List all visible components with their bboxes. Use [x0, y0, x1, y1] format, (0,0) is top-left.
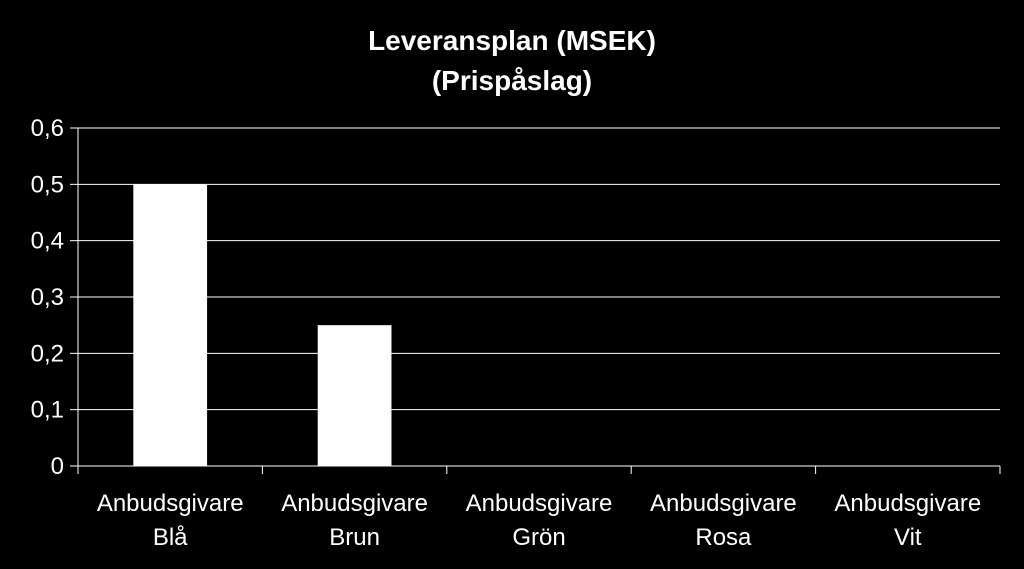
bar	[317, 325, 392, 466]
y-tick-label: 0	[51, 453, 64, 480]
y-tick-label: 0,3	[31, 284, 64, 311]
bar	[133, 184, 208, 467]
y-tick-label: 0,1	[31, 397, 64, 424]
x-tick-label: Anbudsgivare	[281, 490, 428, 517]
x-tick-label: Anbudsgivare	[834, 490, 981, 517]
y-tick-label: 0,5	[31, 171, 64, 198]
x-tick-label: Vit	[894, 524, 922, 551]
y-tick-label: 0,4	[31, 228, 64, 255]
y-tick-label: 0,2	[31, 340, 64, 367]
x-tick-label: Anbudsgivare	[97, 490, 244, 517]
chart-subtitle: (Prispåslag)	[431, 65, 593, 96]
x-tick-label: Rosa	[695, 524, 752, 551]
y-tick-label: 0,6	[31, 115, 64, 142]
x-tick-label: Blå	[153, 524, 188, 551]
x-tick-label: Brun	[329, 524, 380, 551]
x-tick-label: Anbudsgivare	[466, 490, 613, 517]
chart-title: Leveransplan (MSEK)	[368, 25, 656, 56]
x-tick-label: Grön	[512, 524, 565, 551]
x-tick-label: Anbudsgivare	[650, 490, 797, 517]
